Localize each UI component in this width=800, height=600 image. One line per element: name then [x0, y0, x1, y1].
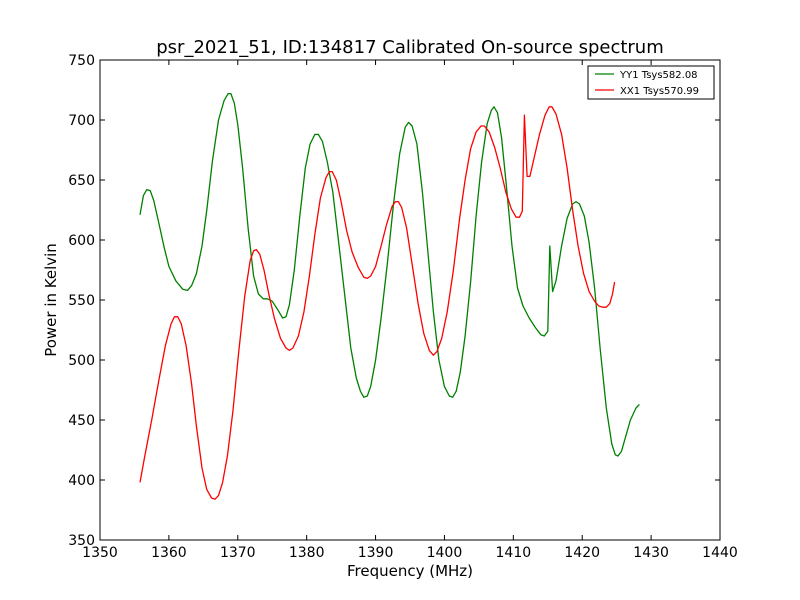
chart-title: psr_2021_51, ID:134817 Calibrated On-sou… — [156, 37, 664, 58]
y-tick-label: 350 — [68, 533, 95, 549]
y-tick-label: 450 — [68, 413, 95, 429]
x-tick-label: 1430 — [633, 545, 669, 561]
y-axis: 350 400 450 500 550 600 650 700 750 — [68, 53, 720, 549]
x-tick-label: 1390 — [358, 545, 394, 561]
y-tick-label: 750 — [68, 53, 95, 69]
series-line-xx1 — [139, 106, 616, 500]
y-tick-label: 600 — [68, 233, 95, 249]
x-tick-label: 1370 — [220, 545, 256, 561]
y-tick-label: 700 — [68, 113, 95, 129]
x-tick-label: 1380 — [289, 545, 325, 561]
y-tick-label: 650 — [68, 173, 95, 189]
plot-area — [99, 59, 721, 541]
y-axis-label: Power in Kelvin — [42, 243, 60, 357]
x-tick-label: 1360 — [151, 545, 187, 561]
legend-label-xx1: XX1 Tsys570.99 — [620, 86, 699, 97]
x-tick-label: 1350 — [82, 545, 118, 561]
legend-box — [587, 65, 715, 100]
series-lines — [139, 92, 640, 500]
y-tick-label: 550 — [68, 293, 95, 309]
x-axis-label: Frequency (MHz) — [347, 562, 473, 580]
x-tick-label: 1420 — [564, 545, 600, 561]
legend: YY1 Tsys582.08 XX1 Tsys570.99 — [587, 65, 715, 100]
x-tick-label: 1400 — [427, 545, 463, 561]
y-tick-label: 400 — [68, 473, 95, 489]
y-tick-label: 500 — [68, 353, 95, 369]
x-tick-label: 1440 — [702, 545, 738, 561]
x-axis: 1350 1360 1370 1380 1390 1400 1410 1420 1430 1440 — [82, 60, 738, 561]
x-tick-label: 1410 — [496, 545, 532, 561]
legend-label-yy1: YY1 Tsys582.08 — [619, 70, 698, 81]
